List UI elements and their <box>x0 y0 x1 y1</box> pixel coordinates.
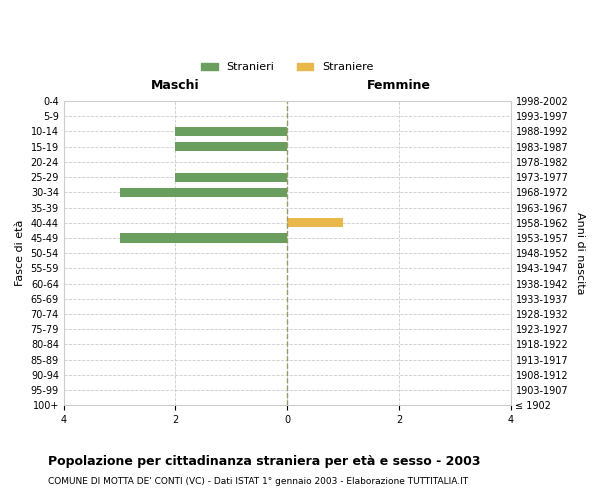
Bar <box>175 142 287 151</box>
Text: Femmine: Femmine <box>367 79 431 92</box>
Text: Popolazione per cittadinanza straniera per età e sesso - 2003: Popolazione per cittadinanza straniera p… <box>48 455 481 468</box>
Text: COMUNE DI MOTTA DE' CONTI (VC) - Dati ISTAT 1° gennaio 2003 - Elaborazione TUTTI: COMUNE DI MOTTA DE' CONTI (VC) - Dati IS… <box>48 478 468 486</box>
Bar <box>287 218 343 228</box>
Bar <box>175 127 287 136</box>
Y-axis label: Anni di nascita: Anni di nascita <box>575 212 585 294</box>
Bar <box>175 172 287 182</box>
Legend: Stranieri, Straniere: Stranieri, Straniere <box>196 58 378 77</box>
Bar <box>119 234 287 242</box>
Y-axis label: Fasce di età: Fasce di età <box>15 220 25 286</box>
Bar <box>119 188 287 197</box>
Text: Maschi: Maschi <box>151 79 200 92</box>
